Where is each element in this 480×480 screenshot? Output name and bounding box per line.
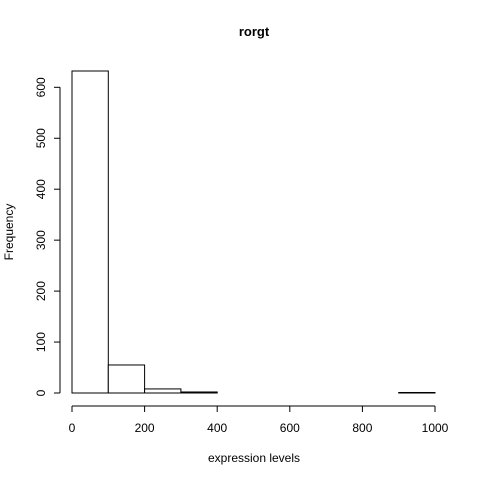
y-axis: 0 100 200 300 400 500 600: [34, 77, 61, 396]
bars-layer: [71, 70, 436, 394]
histogram-bar: [398, 391, 436, 394]
x-axis-label: expression levels: [208, 451, 300, 465]
x-axis: 0 200 400 600 800 1000: [69, 405, 449, 435]
y-tick-label: 0: [34, 389, 48, 396]
y-tick-label: 600: [34, 77, 48, 97]
y-tick-label: 100: [34, 332, 48, 352]
y-tick-label: 500: [34, 128, 48, 148]
histogram-bar: [180, 391, 218, 394]
x-tick-label: 600: [280, 421, 300, 435]
x-tick-label: 400: [207, 421, 227, 435]
histogram-bar: [144, 388, 182, 394]
y-tick-label: 400: [34, 179, 48, 199]
y-axis-label: Frequency: [2, 204, 16, 261]
y-tick-label: 200: [34, 281, 48, 301]
x-tick-label: 1000: [422, 421, 449, 435]
y-tick-label: 300: [34, 230, 48, 250]
x-tick-label: 0: [69, 421, 76, 435]
histogram-bar: [107, 364, 146, 394]
histogram-bar: [71, 70, 109, 394]
chart-title: rorgt: [239, 24, 270, 39]
x-tick-label: 200: [135, 421, 155, 435]
x-tick-label: 800: [352, 421, 372, 435]
